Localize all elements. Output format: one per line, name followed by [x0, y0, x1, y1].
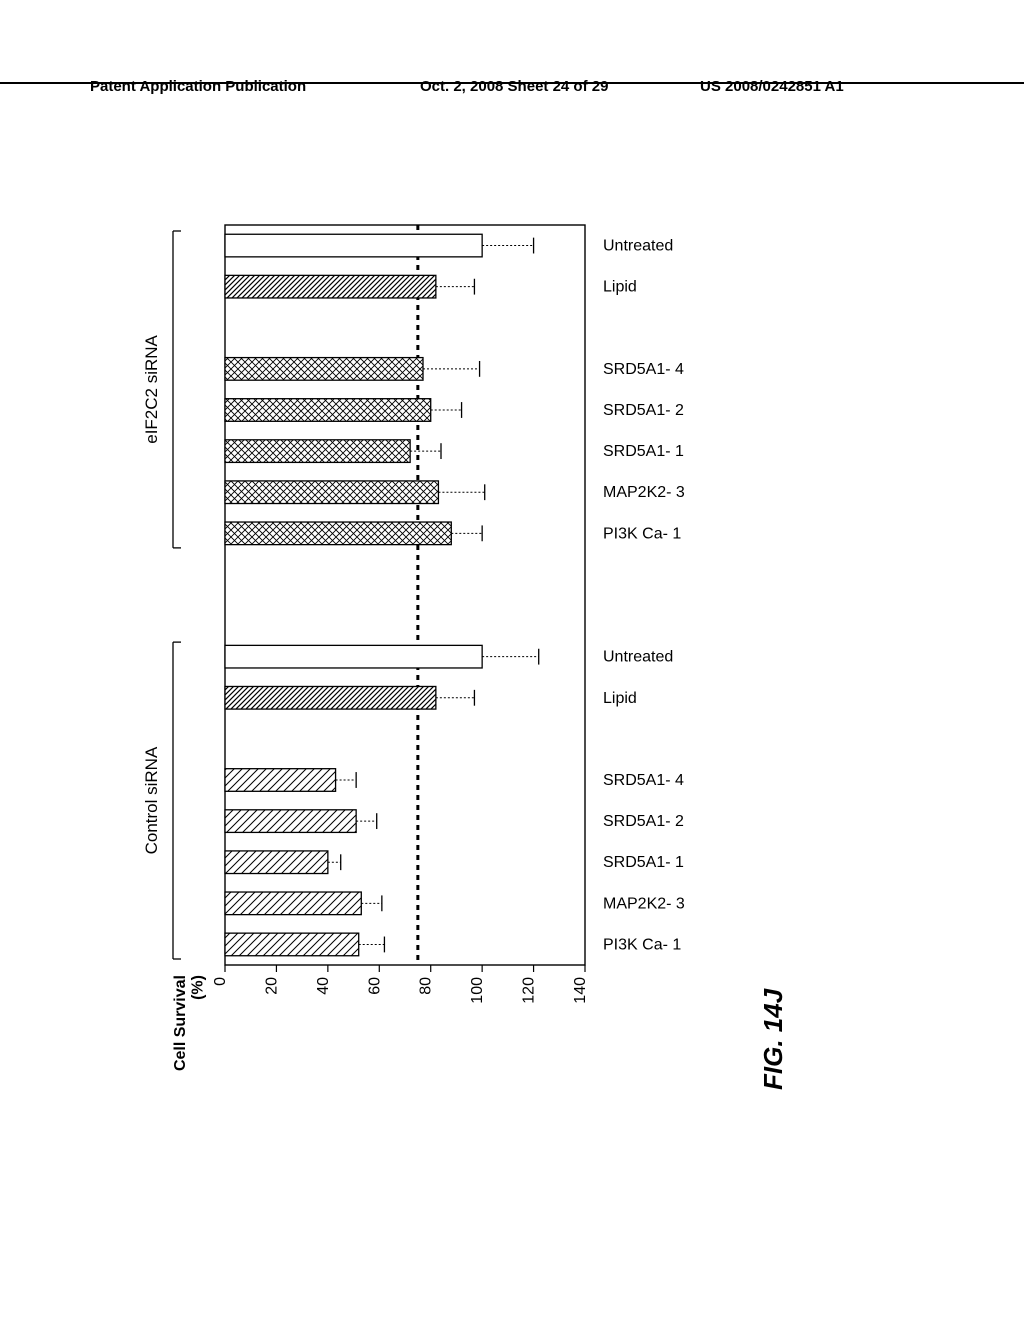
- bar: [225, 892, 361, 915]
- x-tick-label: 20: [263, 977, 280, 995]
- bar-label: SRD5A1- 1: [603, 854, 684, 871]
- x-tick-label: 0: [212, 977, 229, 986]
- bar-label: Lipid: [603, 690, 637, 707]
- x-tick-label: 120: [521, 977, 538, 1004]
- bar-label: Untreated: [603, 238, 673, 255]
- header-right: US 2008/0242851 A1: [700, 78, 844, 95]
- bar: [225, 810, 356, 833]
- bar-label: SRD5A1- 2: [603, 813, 684, 830]
- chart-container: 0 20 40 60 80 100 120 140 Cell Survival(%) PI3K C…: [140, 215, 840, 1075]
- bar-label: MAP2K2- 3: [603, 895, 685, 912]
- bar-label: MAP2K2- 3: [603, 484, 685, 501]
- bar: [225, 481, 438, 504]
- header-left: Patent Application Publication: [90, 78, 306, 95]
- bar: [225, 522, 451, 545]
- bar: [225, 399, 431, 422]
- x-tick-label: 80: [418, 977, 435, 995]
- bar-label: SRD5A1- 4: [603, 772, 684, 789]
- bar: [225, 851, 328, 874]
- x-tick-label: 100: [469, 977, 486, 1004]
- header-mid: Oct. 2, 2008 Sheet 24 of 29: [420, 78, 608, 95]
- x-tick-label: 140: [572, 977, 589, 1004]
- bar-label: SRD5A1- 4: [603, 361, 684, 378]
- group-label: Control siRNA: [142, 746, 161, 854]
- x-tick-label: 60: [366, 977, 383, 995]
- bar: [225, 686, 436, 709]
- page-header: Patent Application Publication Oct. 2, 2…: [0, 78, 1024, 84]
- chart-svg: 0 20 40 60 80 100 120 140 Cell Survival(%) PI3K C…: [140, 215, 840, 1075]
- bar: [225, 769, 336, 792]
- bar-label: SRD5A1- 2: [603, 402, 684, 419]
- bar: [225, 234, 482, 257]
- x-axis-label: Cell Survival(%): [172, 975, 207, 1071]
- figure-label: FIG. 14J: [758, 989, 789, 1090]
- bar: [225, 275, 436, 298]
- bar-label: Lipid: [603, 279, 637, 296]
- x-tick-label: 40: [315, 977, 332, 995]
- bar: [225, 440, 410, 463]
- bar: [225, 933, 359, 956]
- group-label: eIF2C2 siRNA: [142, 334, 161, 443]
- bar: [225, 358, 423, 381]
- bar-label: Untreated: [603, 649, 673, 666]
- bar-label: PI3K Ca- 1: [603, 525, 681, 542]
- bar: [225, 645, 482, 668]
- bar-label: PI3K Ca- 1: [603, 936, 681, 953]
- bar-label: SRD5A1- 1: [603, 443, 684, 460]
